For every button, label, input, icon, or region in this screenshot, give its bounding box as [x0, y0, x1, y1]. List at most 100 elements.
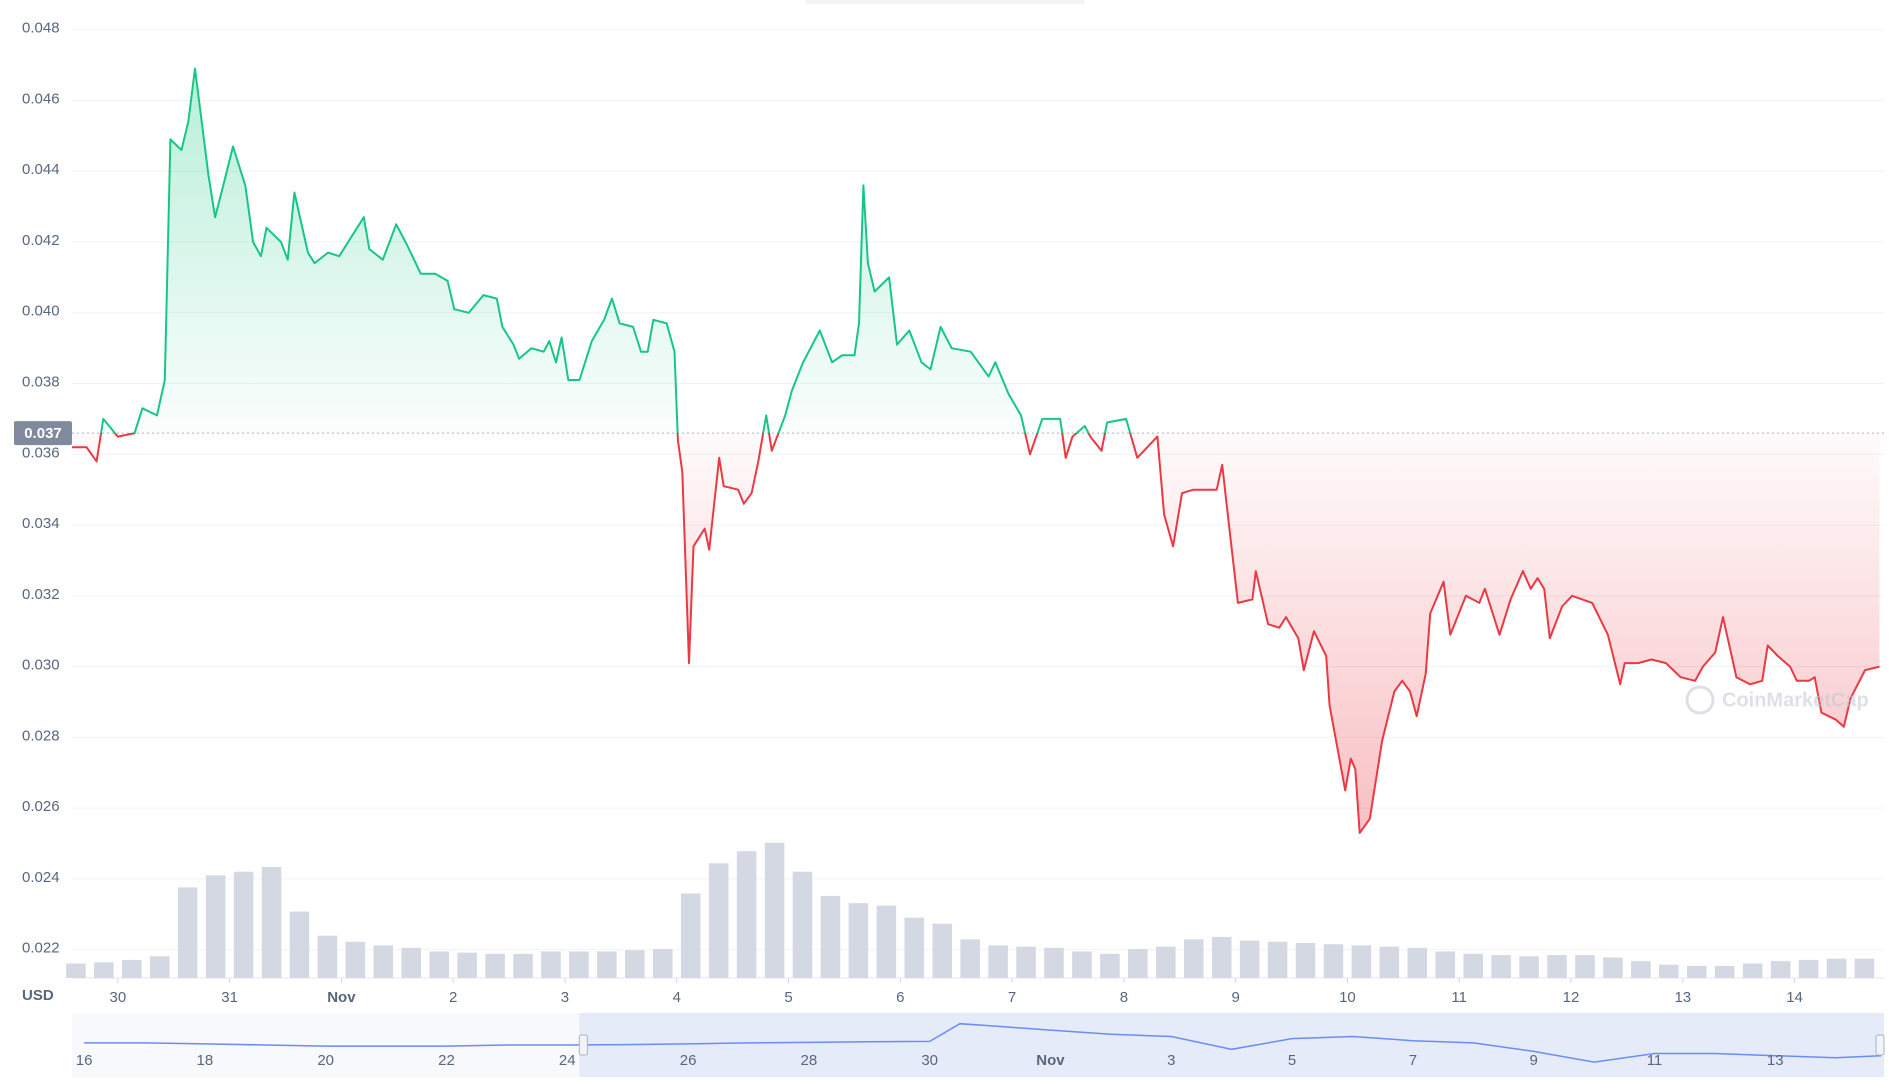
volume-bar [373, 945, 394, 978]
volume-bar [569, 951, 589, 978]
plot: 0.037 [14, 67, 1884, 834]
volume-bar [932, 923, 953, 978]
x-tick-label: 13 [1674, 989, 1691, 1006]
volume-bar [764, 842, 785, 978]
navigator-tick-label: 22 [438, 1052, 455, 1069]
currency-label: USD [22, 987, 54, 1004]
volume-bar [1575, 955, 1595, 978]
volume-bar [457, 952, 477, 978]
y-tick-label: 0.030 [22, 657, 60, 674]
price-line [72, 67, 1880, 834]
volume-bar [1519, 956, 1539, 978]
volume-bars [66, 842, 1875, 978]
volume-bar [1491, 955, 1511, 978]
volume-bar [1659, 964, 1679, 978]
navigator-line [84, 1022, 1882, 1063]
volume-bar [1016, 946, 1036, 978]
navigator-tick-label: 30 [921, 1052, 938, 1069]
volume-bar [1044, 947, 1064, 978]
volume-bar [988, 945, 1008, 978]
volume-bar [1435, 951, 1456, 978]
volume-bar [1603, 957, 1623, 978]
y-tick-label: 0.034 [22, 515, 60, 532]
volume-bar [149, 956, 170, 978]
volume-bar [1128, 949, 1148, 978]
volume-bar [1156, 946, 1176, 978]
x-tick-label: 8 [1120, 989, 1128, 1006]
volume-bar [401, 947, 422, 978]
volume-bar [1407, 947, 1428, 978]
x-tick-label: 10 [1339, 989, 1356, 1006]
y-tick-label: 0.046 [22, 90, 60, 107]
volume-bar [513, 953, 533, 978]
y-tick-label: 0.044 [22, 161, 60, 178]
navigator-tick-label: 18 [197, 1052, 214, 1069]
navigator-tick-label: Nov [1036, 1052, 1065, 1069]
y-tick-label: 0.038 [22, 374, 60, 391]
x-tick-label: 5 [784, 989, 792, 1006]
volume-bar [736, 851, 757, 978]
volume-bar [94, 962, 114, 978]
baseline-label-bg [14, 421, 72, 446]
volume-bar [317, 935, 338, 978]
navigator-handle[interactable] [578, 1034, 588, 1056]
volume-bar [1351, 945, 1372, 978]
watermark-logo [1685, 685, 1715, 715]
price-area [72, 68, 1880, 833]
y-tick-label: 0.024 [22, 869, 60, 886]
volume-bar [122, 959, 142, 978]
navigator-tick-label: 26 [680, 1052, 697, 1069]
navigator-tick-label: 16 [76, 1052, 93, 1069]
volume-bar [1770, 961, 1791, 978]
volume-bar [904, 917, 925, 978]
navigator-tick-label: 13 [1767, 1052, 1784, 1069]
volume-bar [177, 887, 198, 978]
volume-bar [1854, 958, 1875, 978]
volume-bar [233, 871, 254, 978]
volume-bar [597, 951, 617, 978]
navigator-tick-label: 5 [1288, 1052, 1296, 1069]
volume-bar [1239, 940, 1260, 978]
y-tick-label: 0.040 [22, 303, 60, 320]
volume-bar [1267, 941, 1288, 978]
navigator-tick-label: 9 [1530, 1052, 1538, 1069]
y-tick-label: 0.036 [22, 444, 60, 461]
x-tick-label: 6 [896, 989, 904, 1006]
y-tick-label: 0.032 [22, 586, 60, 603]
x-tick-label: 7 [1008, 989, 1016, 1006]
navigator[interactable]: 16 18 20 22 24 26 28 30 Nov 3 5 7 9 11 13 [72, 1013, 1885, 1077]
volume-bar [1631, 961, 1651, 978]
volume-bar [876, 905, 897, 978]
volume-bar [1547, 955, 1567, 978]
x-tick-label: 14 [1786, 989, 1803, 1006]
volume-bar [205, 875, 226, 978]
navigator-tick-label: 3 [1167, 1052, 1175, 1069]
watermark: CoinMarketCap [1685, 685, 1869, 715]
x-tick-label: 30 [109, 989, 126, 1006]
y-tick-label: 0.042 [22, 232, 60, 249]
volume-bar [708, 863, 729, 978]
volume-bar [1742, 963, 1763, 978]
navigator-tick-label: 11 [1647, 1052, 1663, 1069]
volume-bar [792, 871, 813, 978]
navigator-tick-label: 7 [1409, 1052, 1417, 1069]
x-tick-label: 31 [221, 989, 238, 1006]
volume-bar [1323, 944, 1344, 978]
top-handle [805, 0, 1085, 4]
volume-bar [1295, 942, 1316, 978]
navigator-handle[interactable] [1875, 1034, 1885, 1056]
volume-bar [541, 951, 561, 978]
watermark-text: CoinMarketCap [1722, 689, 1869, 711]
volume-bar [848, 903, 869, 978]
navigator-tick-label: 24 [559, 1052, 576, 1069]
volume-bar [1714, 965, 1735, 978]
navigator-tick-label: 28 [801, 1052, 818, 1069]
volume-bar [680, 893, 701, 978]
x-tick-label: 12 [1563, 989, 1580, 1006]
volume-bar [1072, 951, 1092, 978]
volume-bar [1463, 953, 1483, 978]
x-tick-label: 9 [1231, 989, 1239, 1006]
